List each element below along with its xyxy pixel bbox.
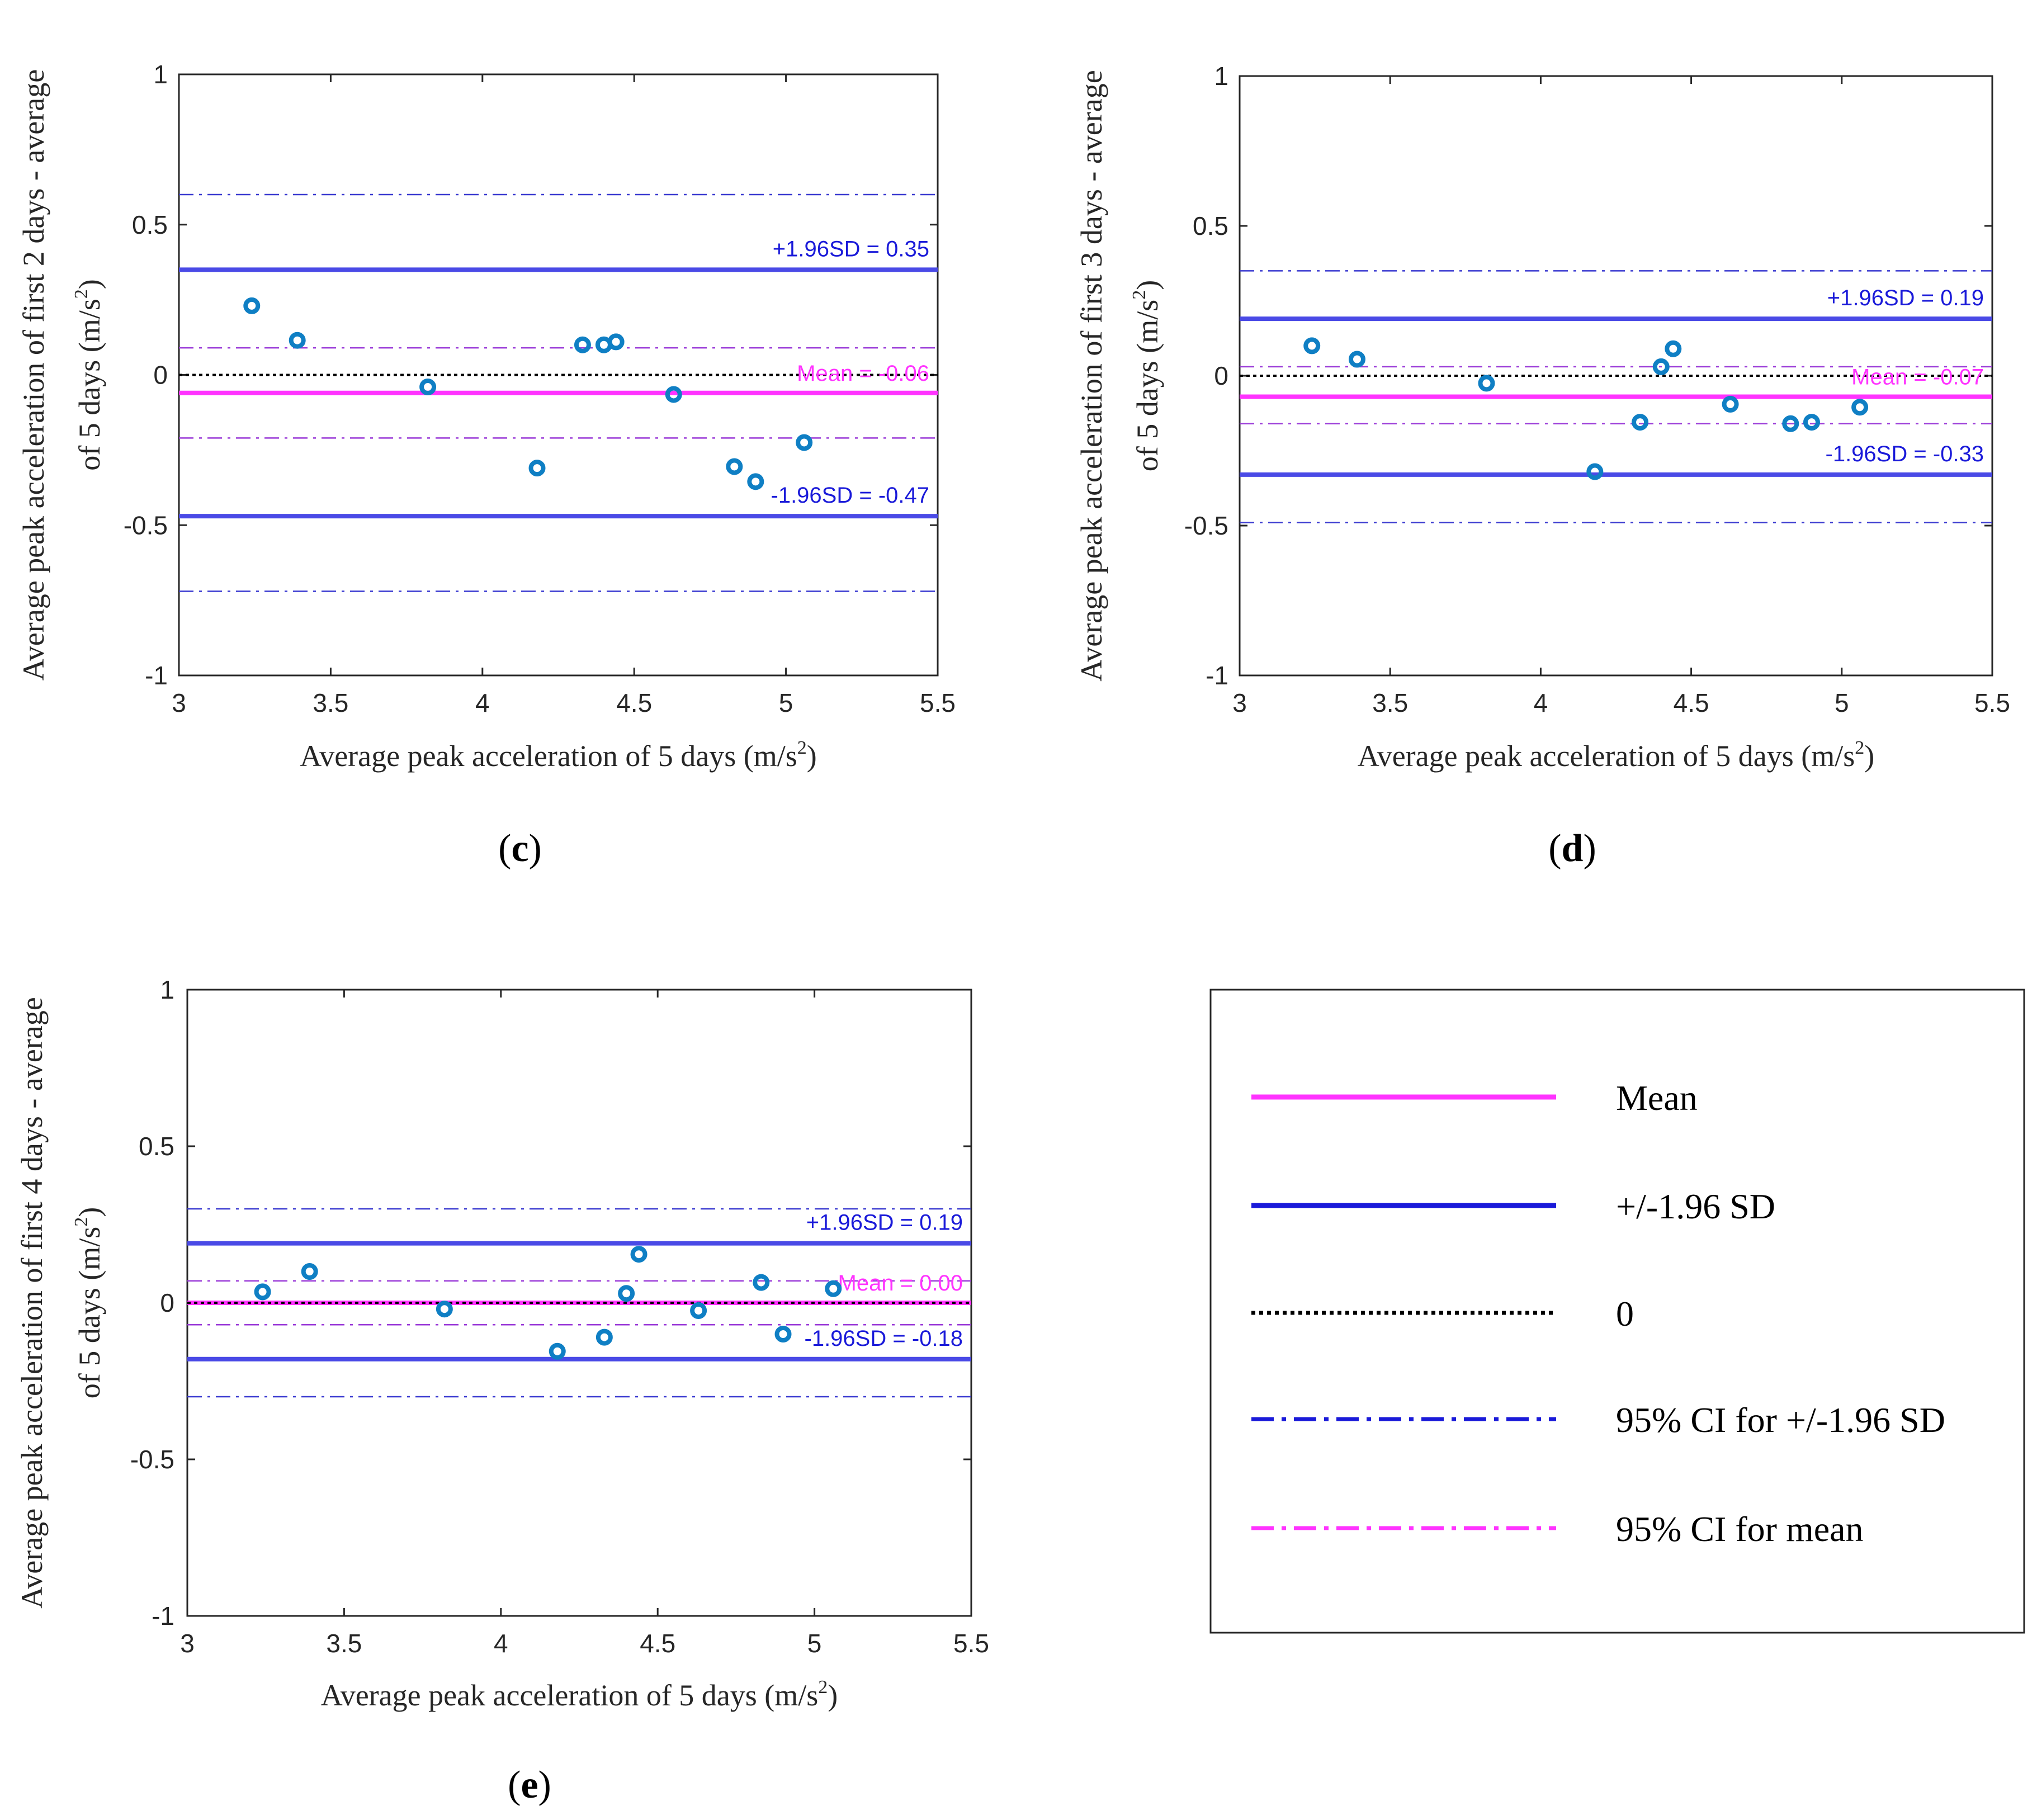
x-tick-label: 5.5 (953, 1629, 989, 1658)
chart-panel-d: 3 3.5 4 4.5 5 5.5 -1 -0.5 0 0.5 1 +1.96SD = 0.19 Mea… (1075, 62, 2010, 870)
y-axis-label-line1: Average peak acceleration of first 4 day… (15, 997, 49, 1608)
x-tick-label: 3 (180, 1629, 195, 1658)
x-tick-label: 4.5 (1674, 688, 1709, 717)
y-tick-label: -1 (145, 661, 168, 690)
data-point (726, 458, 743, 475)
y-axis-label-line1: Average peak acceleration of first 2 day… (17, 69, 50, 680)
chart-panel-e: 3 3.5 4 4.5 5 5.5 -1 -0.5 0 0.5 1 +1.96SD = 0.19 Mea… (15, 975, 989, 1807)
y-tick-label: 0 (160, 1288, 174, 1317)
y-tick-label: 0.5 (132, 210, 168, 239)
x-tick-label: 3 (1232, 688, 1247, 717)
x-tick-label: 5.5 (1974, 688, 2010, 717)
data-point (289, 332, 306, 349)
y-axis-label-line2: of 5 days (m/s2) (71, 279, 106, 470)
panel-label: (e) (508, 1764, 551, 1807)
y-axis-label-line1: Average peak acceleration of first 3 day… (1075, 70, 1108, 681)
data-point (549, 1342, 566, 1360)
y-tick-label: -0.5 (124, 510, 168, 540)
data-point (618, 1285, 635, 1302)
data-point (1665, 340, 1682, 357)
upper-sd-annotation: +1.96SD = 0.19 (806, 1211, 963, 1235)
data-point (690, 1302, 707, 1319)
mean-annotation: Mean = -0.07 (1851, 365, 1984, 390)
mean-annotation: Mean = -0.06 (797, 361, 929, 386)
data-point (301, 1263, 318, 1280)
x-tick-label: 5 (807, 1629, 822, 1658)
legend-mean-label: Mean (1616, 1078, 1698, 1118)
y-tick-label: 0 (1214, 361, 1228, 390)
data-point (1722, 395, 1739, 413)
chart-panel-c: 3 3.5 4 4.5 5 5.5 -1 -0.5 0 0.5 1 +1.96SD = 0.35 Mea… (17, 60, 956, 870)
y-tick-label: 1 (160, 975, 174, 1004)
x-tick-label: 5 (1835, 688, 1849, 717)
y-tick-label: -0.5 (130, 1445, 174, 1474)
data-point (1652, 358, 1670, 375)
legend-ci-sd-label: 95% CI for +/-1.96 SD (1616, 1400, 1945, 1440)
x-tick-label: 3.5 (326, 1629, 362, 1658)
data-point (1851, 399, 1869, 416)
lower-sd-annotation: -1.96SD = -0.47 (771, 483, 930, 508)
data-point (747, 473, 764, 490)
upper-sd-annotation: +1.96SD = 0.19 (1827, 286, 1984, 310)
x-axis-label: Average peak acceleration of 5 days (m/s… (1358, 738, 1875, 773)
y-axis-label-line2: of 5 days (m/s2) (71, 1207, 106, 1398)
x-tick-label: 5 (779, 688, 793, 717)
lower-sd-annotation: -1.96SD = -0.18 (805, 1326, 963, 1351)
data-point (774, 1326, 792, 1342)
data-point (630, 1246, 648, 1263)
x-tick-label: 5.5 (920, 688, 956, 717)
panel-label: (d) (1548, 827, 1596, 870)
data-point (607, 333, 625, 351)
legend-ci-mean-label: 95% CI for mean (1616, 1509, 1864, 1549)
x-tick-label: 4.5 (640, 1629, 675, 1658)
data-point (436, 1301, 453, 1318)
data-point (254, 1283, 271, 1301)
y-tick-label: 0 (153, 361, 168, 390)
y-tick-label: 1 (153, 60, 168, 89)
legend-sd-label: +/-1.96 SD (1616, 1186, 1775, 1226)
data-point (574, 336, 591, 353)
panel-label: (c) (498, 827, 542, 870)
data-point (753, 1274, 770, 1291)
y-axis-label-line2: of 5 days (m/s2) (1129, 280, 1164, 471)
data-point (796, 434, 813, 451)
data-point (1803, 414, 1820, 431)
data-point (243, 297, 261, 314)
x-tick-label: 3.5 (1372, 688, 1408, 717)
x-axis-label: Average peak acceleration of 5 days (m/s… (300, 738, 817, 773)
y-tick-label: -1 (152, 1601, 174, 1630)
data-point (825, 1280, 842, 1297)
x-tick-label: 3.5 (313, 688, 348, 717)
data-point (419, 379, 437, 395)
data-point (595, 1329, 613, 1346)
upper-sd-annotation: +1.96SD = 0.35 (773, 237, 929, 261)
y-tick-label: 1 (1214, 62, 1228, 91)
y-tick-label: 0.5 (139, 1132, 174, 1161)
y-tick-label: 0.5 (1193, 211, 1228, 240)
x-tick-label: 3 (172, 688, 186, 717)
x-tick-label: 4 (475, 688, 490, 717)
x-tick-label: 4.5 (616, 688, 652, 717)
data-point (1632, 414, 1649, 431)
legend-zero-label: 0 (1616, 1294, 1634, 1334)
data-point (665, 386, 682, 403)
legend: Mean +/-1.96 SD 0 95% CI for +/-1.96 SD … (1209, 989, 2025, 1634)
x-tick-label: 4 (1534, 688, 1548, 717)
y-tick-label: -0.5 (1184, 511, 1228, 540)
data-point (1586, 463, 1604, 480)
data-point (528, 460, 546, 477)
x-tick-label: 4 (494, 1629, 508, 1658)
lower-sd-annotation: -1.96SD = -0.33 (1826, 442, 1984, 466)
data-point (1303, 337, 1321, 354)
data-point (1478, 375, 1495, 392)
data-point (1348, 351, 1365, 368)
mean-annotation: Mean = 0.00 (838, 1271, 963, 1296)
y-tick-label: -1 (1206, 661, 1228, 690)
data-point (1782, 415, 1799, 432)
x-axis-label: Average peak acceleration of 5 days (m/s… (321, 1677, 838, 1712)
